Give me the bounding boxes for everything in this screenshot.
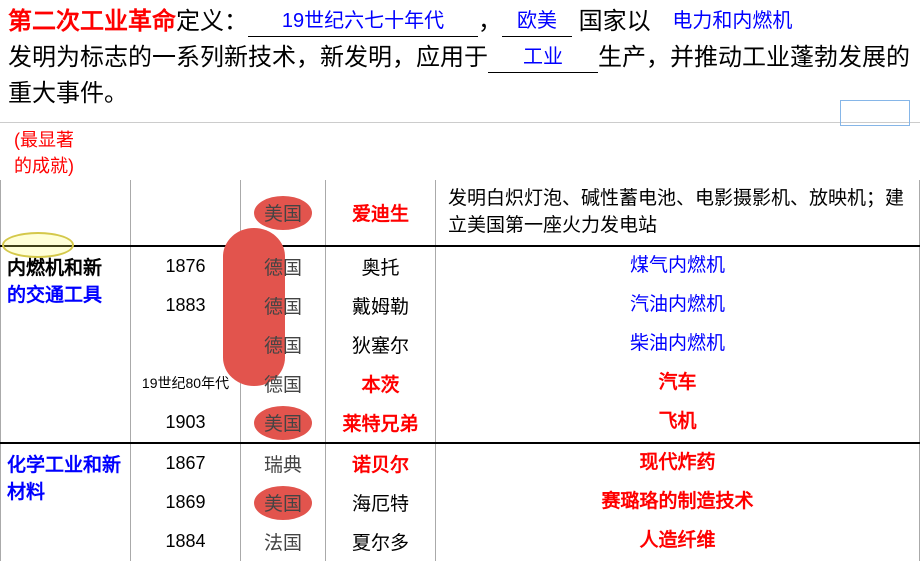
cell-invention: 煤气内燃机 xyxy=(436,246,920,286)
cell-year xyxy=(131,180,241,246)
def-label: 定义： xyxy=(176,8,248,35)
cell-category-engine: 内燃机和新的交通工具 xyxy=(1,246,131,443)
table-row: 内燃机和新的交通工具 1876 德国 奥托 煤气内燃机 xyxy=(1,246,920,286)
cell-year: 1884 xyxy=(131,522,241,561)
highlight-engine xyxy=(2,232,74,258)
definition-block: 第二次工业革命定义：19世纪六七十年代，欧美 国家以 电力和内燃机发明为标志的一… xyxy=(0,0,920,120)
table-row: 1903 美国 莱特兄弟 飞机 xyxy=(1,403,920,443)
table-row: 1869 美国 海厄特 赛璐珞的制造技术 xyxy=(1,483,920,522)
cell-country: 德国 xyxy=(241,286,326,325)
table-row: 1883 德国 戴姆勒 汽油内燃机 xyxy=(1,286,920,325)
cell-country: 美国 xyxy=(241,180,326,246)
cell-person: 戴姆勒 xyxy=(326,286,436,325)
cell-invention: 飞机 xyxy=(436,403,920,443)
cell-person: 莱特兄弟 xyxy=(326,403,436,443)
inventions-table: 美国 爱迪生 发明白炽灯泡、碱性蓄电池、电影摄影机、放映机；建立美国第一座火力发… xyxy=(0,180,920,561)
cell-person: 奥托 xyxy=(326,246,436,286)
table-row: 1884 法国 夏尔多 人造纤维 xyxy=(1,522,920,561)
cell-person: 夏尔多 xyxy=(326,522,436,561)
cell-person: 狄塞尔 xyxy=(326,325,436,364)
table-row: 化学工业和新材料 1867 瑞典 诺贝尔 现代炸药 xyxy=(1,443,920,483)
cell-person: 海厄特 xyxy=(326,483,436,522)
cell-category-chem: 化学工业和新材料 xyxy=(1,443,131,561)
achievement-note: (最显著 的成就) xyxy=(0,126,920,178)
cell-invention: 赛璐珞的制造技术 xyxy=(436,483,920,522)
cell-invention: 汽油内燃机 xyxy=(436,286,920,325)
decorative-box xyxy=(840,100,910,126)
cell-country: 德国 xyxy=(241,364,326,403)
cell-year: 1869 xyxy=(131,483,241,522)
cell-year: 1867 xyxy=(131,443,241,483)
cell-year: 19世纪80年代 xyxy=(131,364,241,403)
cell-country: 德国 xyxy=(241,246,326,286)
blank-industry: 工业 xyxy=(488,42,598,73)
table-row: 德国 狄塞尔 柴油内燃机 xyxy=(1,325,920,364)
cell-country: 德国 xyxy=(241,325,326,364)
cell-person: 诺贝尔 xyxy=(326,443,436,483)
cell-invention: 人造纤维 xyxy=(436,522,920,561)
cell-invention: 汽车 xyxy=(436,364,920,403)
cell-year: 1903 xyxy=(131,403,241,443)
cell-country: 瑞典 xyxy=(241,443,326,483)
table-row: 19世纪80年代 德国 本茨 汽车 xyxy=(1,364,920,403)
def-title: 第二次工业革命 xyxy=(8,8,176,35)
cell-invention: 现代炸药 xyxy=(436,443,920,483)
cell-person: 本茨 xyxy=(326,364,436,403)
blank-region: 欧美 xyxy=(502,6,572,37)
cell-invention: 发明白炽灯泡、碱性蓄电池、电影摄影机、放映机；建立美国第一座火力发电站 xyxy=(436,180,920,246)
blank-tech: 电力和内燃机 xyxy=(657,6,807,36)
cell-person: 爱迪生 xyxy=(326,180,436,246)
blank-era: 19世纪六七十年代 xyxy=(248,6,478,37)
cell-country: 美国 xyxy=(241,403,326,443)
cell-invention: 柴油内燃机 xyxy=(436,325,920,364)
cell-country: 法国 xyxy=(241,522,326,561)
cell-country: 美国 xyxy=(241,483,326,522)
divider xyxy=(0,122,920,123)
table-row: 美国 爱迪生 发明白炽灯泡、碱性蓄电池、电影摄影机、放映机；建立美国第一座火力发… xyxy=(1,180,920,246)
